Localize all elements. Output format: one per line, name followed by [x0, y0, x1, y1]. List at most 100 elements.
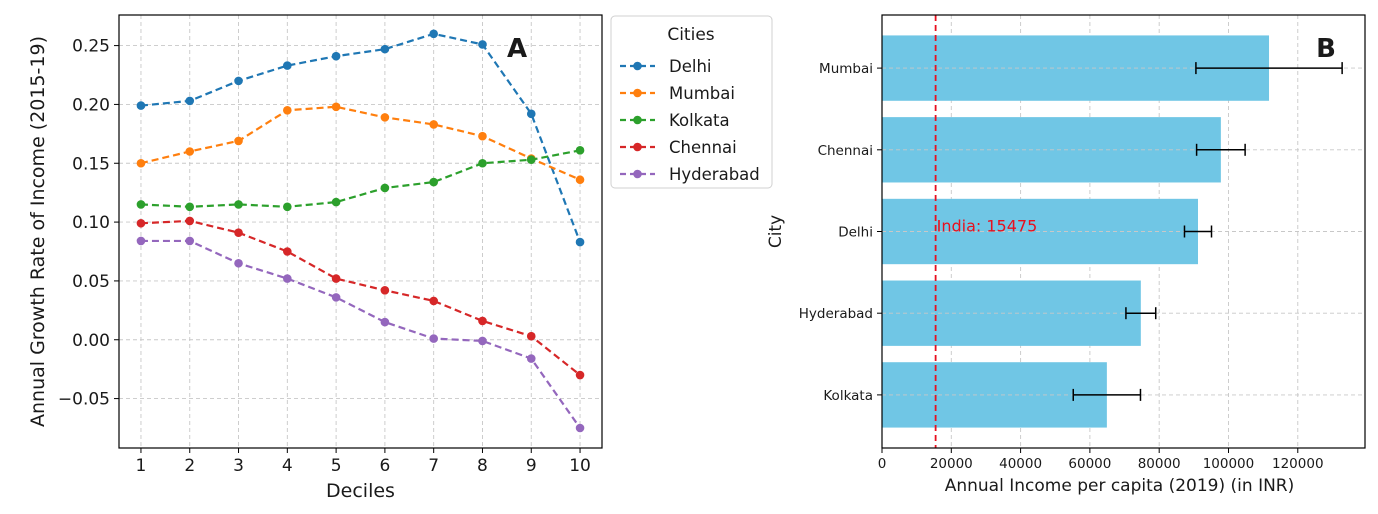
legend-item-mumbai: Mumbai	[620, 84, 735, 103]
y-tick-label: Hyderabad	[799, 306, 873, 322]
legend-title: Cities	[667, 25, 714, 45]
x-tick-label: 4	[282, 456, 293, 476]
x-tick-label: 6	[379, 456, 390, 476]
series-line	[140, 149, 581, 208]
series-kolkata	[136, 146, 585, 212]
data-point	[429, 29, 438, 39]
x-tick-label: 0	[878, 456, 887, 472]
data-point	[185, 216, 195, 226]
data-point	[526, 109, 536, 119]
y-tick-label: −0.05	[58, 390, 110, 410]
legend-label: Kolkata	[669, 111, 730, 130]
data-point	[478, 131, 487, 141]
x-tick-label: 100000	[1203, 456, 1255, 472]
panel-a-line-chart: 1 2 3 4 5 6 7 8 9 10 −0.05 0.00 0.05 0.10 0.15 0.20 0.2…	[27, 14, 773, 502]
data-point	[283, 61, 292, 70]
x-tick-label: 9	[526, 456, 537, 476]
data-point	[429, 296, 438, 306]
panel-b-x-ticks: 0 20000 40000 60000 80000 100000 120000	[878, 448, 1324, 472]
data-point	[478, 40, 487, 49]
india-reference-label: India: 15475	[937, 217, 1038, 236]
data-point	[575, 146, 585, 155]
data-point	[283, 202, 292, 212]
legend-item-chennai: Chennai	[620, 138, 737, 157]
data-point	[478, 158, 487, 168]
data-point	[429, 334, 438, 343]
panel-a-series	[136, 29, 585, 433]
panel-b-y-axis-label: City	[766, 215, 786, 248]
y-tick-label: Delhi	[838, 225, 873, 241]
x-tick-label: 5	[331, 456, 342, 476]
y-tick-label: 0.00	[72, 331, 110, 351]
series-hyderabad	[136, 236, 585, 433]
data-point	[331, 293, 341, 302]
legend-label: Hyderabad	[669, 165, 760, 184]
data-point	[575, 370, 585, 380]
legend-item-kolkata: Kolkata	[620, 111, 730, 130]
data-point	[575, 423, 585, 433]
x-tick-label: 8	[477, 456, 488, 476]
data-point	[380, 44, 390, 54]
y-tick-label: 0.10	[72, 213, 110, 233]
data-point	[380, 317, 390, 327]
data-point	[526, 331, 536, 341]
legend-marker-swatch	[633, 88, 642, 98]
y-tick-label: Kolkata	[823, 388, 873, 404]
data-point	[380, 286, 390, 295]
data-point	[185, 147, 195, 156]
panel-a-axes-frame	[118, 14, 603, 449]
error-bar-hyderabad	[1125, 307, 1157, 320]
data-point	[429, 120, 438, 129]
legend-item-hyderabad: Hyderabad	[620, 165, 760, 184]
legend-marker-swatch	[633, 142, 642, 152]
x-tick-label: 60000	[1068, 456, 1111, 472]
data-point	[234, 258, 243, 268]
data-point	[380, 183, 390, 193]
data-point	[185, 96, 195, 106]
data-point	[185, 202, 195, 212]
data-point	[478, 336, 487, 346]
legend-label: Delhi	[669, 57, 711, 76]
data-point	[234, 136, 243, 146]
x-tick-label: 80000	[1138, 456, 1181, 472]
data-point	[185, 236, 195, 246]
data-point	[283, 106, 292, 115]
panel-b-x-axis-label: Annual Income per capita (2019) (in INR)	[945, 476, 1295, 496]
error-bar-chennai	[1195, 143, 1246, 156]
y-tick-label: 0.15	[72, 154, 110, 174]
panel-a-grid	[119, 15, 602, 448]
series-line	[140, 239, 581, 429]
data-point	[526, 354, 536, 363]
y-tick-label: 0.20	[72, 95, 110, 115]
legend-marker-swatch	[633, 169, 642, 179]
data-point	[283, 274, 292, 283]
panel-a-x-axis-label: Deciles	[326, 480, 395, 502]
x-tick-label: 40000	[999, 456, 1042, 472]
error-bar-delhi	[1183, 225, 1213, 238]
data-point	[575, 237, 585, 247]
panel-b-y-ticks: Kolkata Hyderabad Delhi Chennai Mumbai	[799, 61, 882, 404]
x-tick-label: 10	[569, 456, 591, 476]
series-line	[140, 219, 581, 376]
data-point	[331, 274, 341, 283]
data-point	[234, 76, 243, 86]
data-point	[331, 197, 341, 207]
y-tick-label: Chennai	[818, 143, 873, 159]
legend-item-delhi: Delhi	[620, 57, 711, 76]
data-point	[429, 177, 438, 187]
data-point	[136, 101, 146, 110]
series-mumbai	[136, 102, 585, 185]
x-tick-label: 7	[428, 456, 439, 476]
x-tick-label: 1	[136, 456, 147, 476]
x-tick-label: 2	[184, 456, 195, 476]
error-bar-mumbai	[1195, 62, 1343, 75]
legend: Cities Delhi Mumbai Kolkata Chennai Hyderaba…	[610, 15, 773, 189]
panel-a-y-ticks: −0.05 0.00 0.05 0.10 0.15 0.20 0.25	[58, 37, 119, 410]
series-chennai	[136, 216, 585, 380]
legend-label: Mumbai	[669, 84, 735, 103]
panel-a-y-axis-label: Annual Growth Rate of Income (2015-19)	[27, 36, 49, 427]
panel-b-letter: B	[1316, 34, 1336, 64]
legend-items: Delhi Mumbai Kolkata Chennai Hyderabad	[620, 57, 760, 184]
y-tick-label: 0.05	[72, 272, 110, 292]
data-point	[136, 218, 146, 228]
